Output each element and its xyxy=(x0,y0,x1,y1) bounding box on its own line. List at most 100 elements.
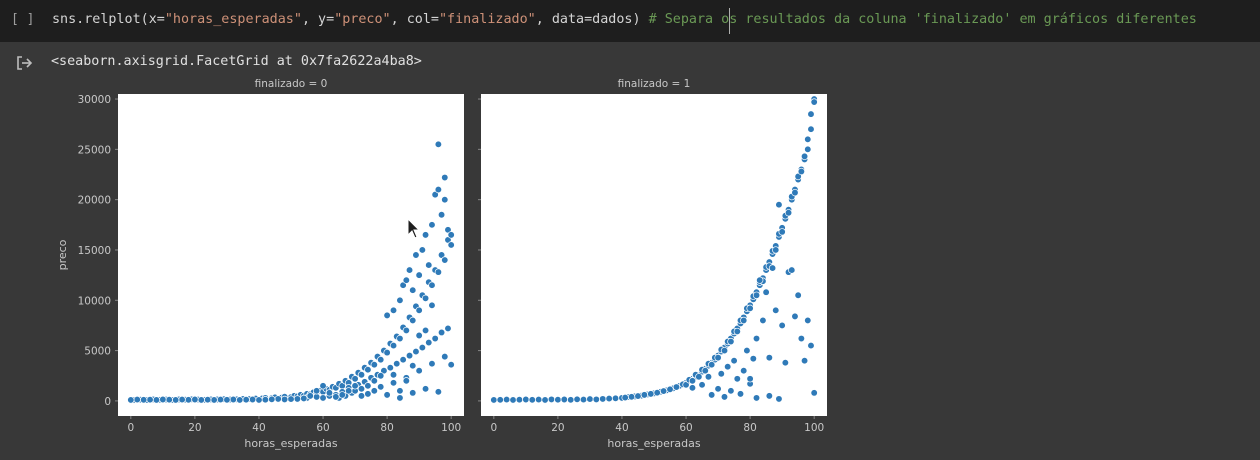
data-point xyxy=(425,338,433,347)
data-point xyxy=(810,389,818,397)
data-point xyxy=(781,359,790,367)
data-point xyxy=(441,352,449,361)
data-point xyxy=(797,334,806,343)
data-point xyxy=(133,395,141,404)
data-point xyxy=(300,394,308,403)
data-point xyxy=(752,291,761,299)
code-cell[interactable]: [ ] sns.relplot(x="horas_esperadas", y="… xyxy=(0,0,1260,42)
data-point xyxy=(611,394,620,402)
data-point xyxy=(765,353,773,362)
data-point xyxy=(560,395,568,404)
data-point xyxy=(197,396,205,404)
code-line[interactable]: sns.relplot(x="horas_esperadas", y="prec… xyxy=(52,12,1197,27)
data-point xyxy=(653,389,661,397)
data-point xyxy=(312,393,321,401)
data-point xyxy=(627,393,636,401)
code-token: , y= xyxy=(301,12,335,27)
data-point xyxy=(421,294,430,302)
data-point xyxy=(666,385,674,393)
data-point xyxy=(794,291,802,299)
data-point xyxy=(447,241,455,249)
data-point xyxy=(708,391,716,399)
x-tick-label: 80 xyxy=(743,422,756,434)
data-point xyxy=(502,395,511,404)
data-point xyxy=(579,395,588,404)
x-tick-label: 60 xyxy=(316,422,329,434)
data-point xyxy=(402,326,410,335)
data-point xyxy=(351,382,359,390)
data-point xyxy=(338,391,346,399)
data-point xyxy=(788,266,796,274)
data-point xyxy=(784,209,793,217)
code-token: , col= xyxy=(390,12,439,27)
data-point xyxy=(740,316,748,325)
data-point xyxy=(431,334,439,343)
data-point xyxy=(405,351,414,360)
x-tick-label: 100 xyxy=(804,422,824,434)
data-point xyxy=(425,261,433,269)
data-point xyxy=(746,375,754,383)
x-tick-label: 20 xyxy=(188,422,201,434)
data-point xyxy=(383,391,391,399)
data-point xyxy=(724,363,732,371)
data-point xyxy=(515,396,524,404)
data-point xyxy=(377,372,385,380)
data-point xyxy=(345,387,353,395)
y-tick-label: 0 xyxy=(104,396,111,408)
data-point xyxy=(402,377,410,385)
data-point xyxy=(389,341,398,350)
data-point xyxy=(389,379,398,387)
mouse-pointer-icon xyxy=(407,217,421,244)
code-string: "horas_esperadas" xyxy=(164,12,302,27)
data-point xyxy=(364,382,372,390)
data-point xyxy=(791,312,799,321)
output-arrow-icon[interactable] xyxy=(16,55,34,75)
data-point xyxy=(172,396,180,404)
data-point xyxy=(396,296,404,304)
data-point xyxy=(165,396,173,404)
data-point xyxy=(730,357,738,365)
data-point xyxy=(586,395,594,403)
data-point xyxy=(437,328,446,337)
data-point xyxy=(800,357,809,365)
data-point xyxy=(437,211,446,219)
data-point xyxy=(370,377,378,385)
data-point xyxy=(441,256,449,264)
data-point xyxy=(409,362,417,370)
data-point xyxy=(752,334,761,343)
data-point xyxy=(688,384,697,392)
output-text: <seaborn.axisgrid.FacetGrid at 0x7fa2622… xyxy=(51,54,422,69)
x-tick-label: 60 xyxy=(679,422,692,434)
data-point xyxy=(364,390,372,398)
x-tick-label: 0 xyxy=(490,422,497,434)
code-comment: # Separa os resultados da coluna 'finali… xyxy=(648,12,1197,27)
data-point xyxy=(778,321,786,330)
data-point xyxy=(159,395,167,404)
data-point xyxy=(415,271,423,279)
data-point xyxy=(377,356,385,364)
data-point xyxy=(804,145,812,153)
data-point xyxy=(274,395,282,403)
x-tick-label: 20 xyxy=(551,422,564,434)
data-point xyxy=(749,354,757,363)
data-point xyxy=(415,306,423,314)
y-axis-label: preco xyxy=(56,239,69,270)
facet-title: finalizado = 0 xyxy=(255,78,328,90)
data-point xyxy=(768,264,777,272)
data-point xyxy=(522,395,530,404)
data-point xyxy=(248,395,257,404)
x-tick-label: 40 xyxy=(252,422,265,434)
data-point xyxy=(695,373,703,381)
data-point xyxy=(647,390,655,398)
data-point xyxy=(357,392,366,400)
cell-run-prompt[interactable]: [ ] xyxy=(11,12,35,27)
data-point xyxy=(772,306,780,314)
data-point xyxy=(319,382,327,390)
data-point xyxy=(293,395,302,403)
data-point xyxy=(573,395,581,403)
data-point xyxy=(592,395,600,404)
data-point xyxy=(319,394,327,402)
data-point xyxy=(800,152,809,161)
y-tick-label: 20000 xyxy=(78,195,111,207)
y-tick-label: 30000 xyxy=(78,94,111,106)
